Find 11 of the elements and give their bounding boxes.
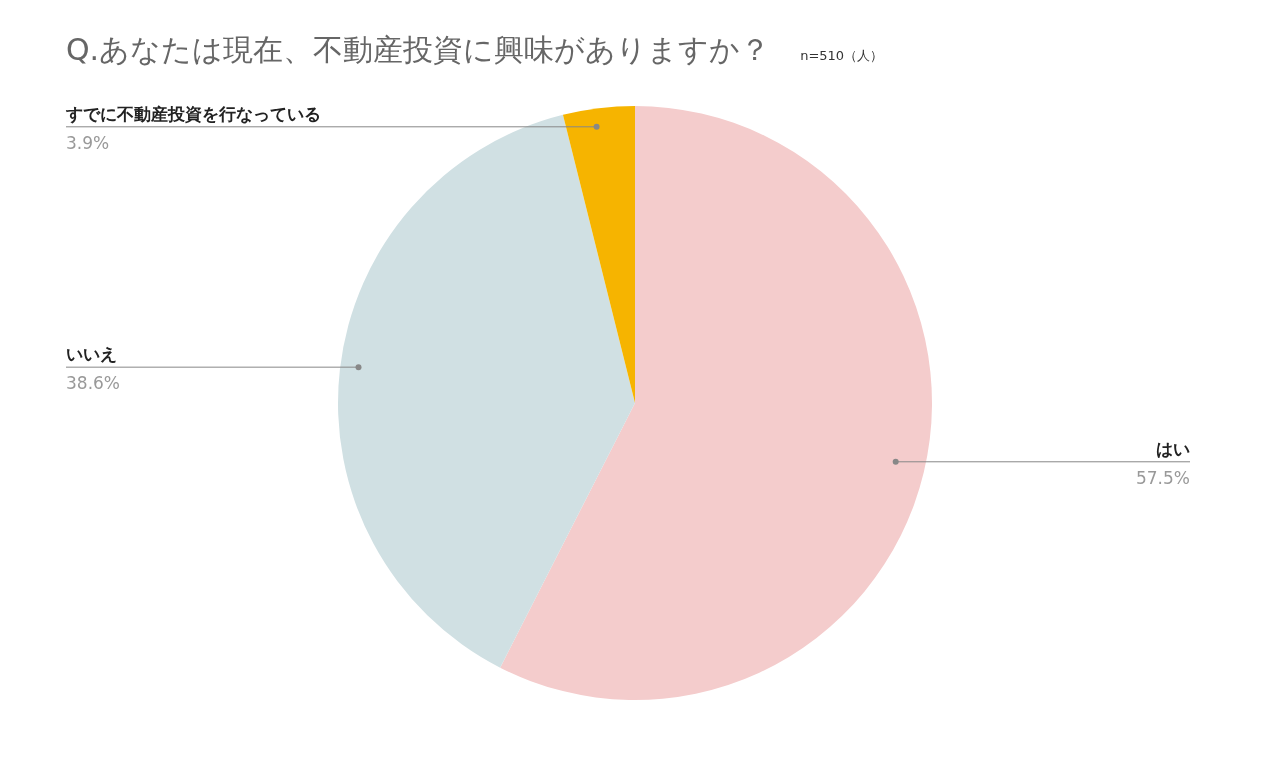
pie-slice <box>338 114 635 668</box>
pie-slice <box>562 106 635 403</box>
data-label: 3.9% <box>66 132 110 153</box>
chart-subtitle: n=510（人） <box>800 47 884 65</box>
data-label: 57.5% <box>1135 467 1190 488</box>
slice-label: すでに不動産投資を行なっている <box>65 103 321 124</box>
data-label: 38.6% <box>66 373 121 394</box>
slice-label: はい <box>1156 438 1190 459</box>
chart-title: Q.あなたは現在、不動産投資に興味がありますか？ <box>66 31 771 69</box>
slice-label: いいえ <box>66 344 117 365</box>
pie-slice <box>500 106 932 700</box>
